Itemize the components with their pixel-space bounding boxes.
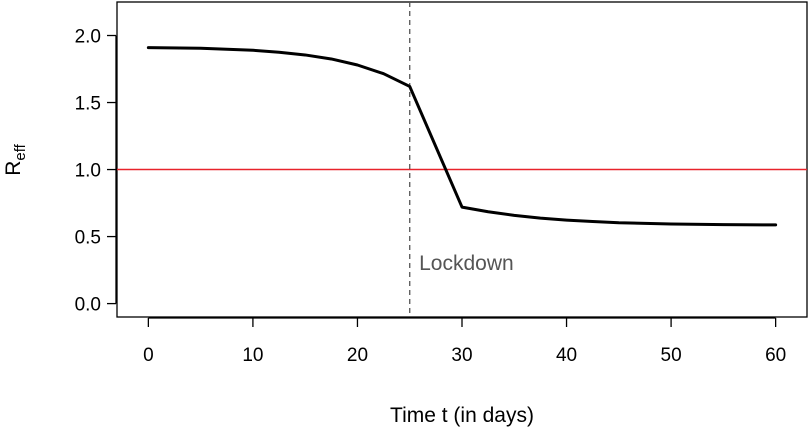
x-axis-label: Time t (in days) [390,404,534,427]
x-tick-label: 40 [556,345,577,366]
annotation-layer: Lockdown [419,252,514,275]
y-tick-label: 1.5 [75,94,101,115]
x-tick-label: 20 [347,345,368,366]
y-axis-label-subscript: eff [12,143,29,160]
x-tick-label: 0 [143,345,154,366]
series-line [146,46,778,227]
x-tick-label: 30 [451,345,472,366]
series-layer [146,46,778,227]
x-tick-label: 60 [765,345,786,366]
y-axis-label-main: R [2,161,25,176]
y-tick-label: 0.0 [75,295,101,316]
reference-lines [117,2,807,317]
y-tick-label: 2.0 [75,27,101,48]
x-axis: 0 10 20 30 40 50 60 [143,317,786,366]
y-tick-label: 1.0 [75,161,101,182]
x-tick-label: 10 [242,345,263,366]
x-tick-label: 50 [661,345,682,366]
plot-area-frame [116,1,808,318]
annotation-lockdown: Lockdown [419,252,514,275]
y-tick-label: 0.5 [75,228,101,249]
y-axis-label: Reff [2,143,29,175]
y-axis: 0.0 0.5 1.0 1.5 2.0 [75,27,117,316]
